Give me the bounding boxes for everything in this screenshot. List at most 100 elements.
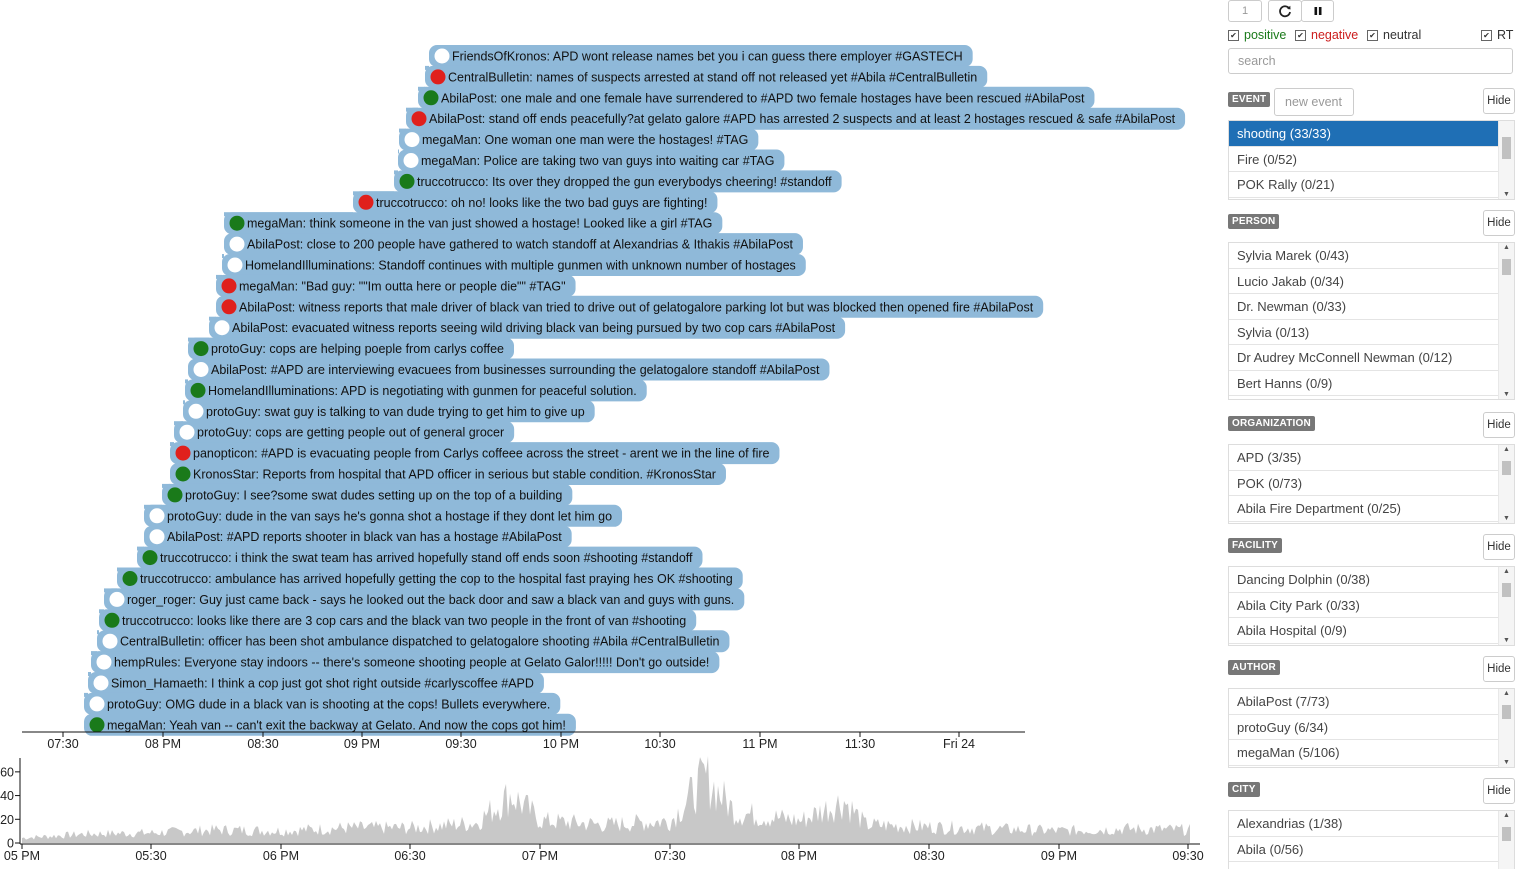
scroll-down-icon[interactable]: ▼ bbox=[1503, 191, 1510, 198]
tweet-bubble[interactable] bbox=[224, 233, 803, 256]
tweet-bubble[interactable] bbox=[188, 337, 514, 360]
scroll-up-icon[interactable]: ▲ bbox=[1503, 244, 1510, 251]
tweet-bubble[interactable] bbox=[353, 191, 718, 214]
tweet-bubble[interactable] bbox=[162, 483, 573, 506]
list-item[interactable]: protoGuy (6/34) bbox=[1229, 715, 1498, 740]
filter-rt[interactable]: ✔ RT bbox=[1481, 28, 1513, 42]
tweet-bubble[interactable] bbox=[216, 274, 576, 297]
organization-scrollbar[interactable]: ▲ ▼ bbox=[1498, 445, 1514, 523]
author-list[interactable]: AbilaPost (7/73) protoGuy (6/34) megaMan… bbox=[1228, 688, 1515, 768]
scrollbar-thumb[interactable] bbox=[1502, 259, 1511, 275]
list-item[interactable]: AbilaPost (7/73) bbox=[1229, 689, 1498, 715]
list-item[interactable]: megaMan (5/106) bbox=[1229, 740, 1498, 766]
facility-list[interactable]: Dancing Dolphin (0/38) Abila City Park (… bbox=[1228, 566, 1515, 646]
checkbox-icon[interactable]: ✔ bbox=[1228, 29, 1239, 41]
city-scrollbar[interactable]: ▲ bbox=[1498, 811, 1514, 869]
list-item[interactable]: Abila Fire Department (0/25) bbox=[1229, 496, 1498, 522]
tweet-bubble[interactable] bbox=[394, 170, 842, 193]
author-scrollbar[interactable]: ▲ ▼ bbox=[1498, 689, 1514, 767]
facility-scrollbar[interactable]: ▲ ▼ bbox=[1498, 567, 1514, 645]
overview-chart[interactable]: 0 20 40 60 05 PM 05:30 06 PM 06:30 07 PM 07:30 08 … bbox=[0, 756, 1204, 863]
tweet-bubble[interactable] bbox=[185, 379, 647, 402]
list-item[interactable]: Abila Hospital (0/9) bbox=[1229, 618, 1498, 644]
tweet-bubble[interactable] bbox=[399, 128, 759, 151]
list-item[interactable]: APD (3/35) bbox=[1229, 445, 1498, 471]
tweet-bubble[interactable] bbox=[117, 567, 743, 590]
list-item[interactable]: Dancing Dolphin (0/38) bbox=[1229, 567, 1498, 593]
tweet-bubble[interactable] bbox=[97, 630, 730, 653]
tweet-bubble[interactable] bbox=[144, 504, 623, 527]
tweet-bubble[interactable] bbox=[99, 609, 697, 632]
author-hide-button[interactable]: Hide bbox=[1483, 656, 1515, 682]
person-hide-button[interactable]: Hide bbox=[1483, 210, 1515, 236]
scrollbar-thumb[interactable] bbox=[1502, 461, 1511, 475]
checkbox-icon[interactable]: ✔ bbox=[1295, 29, 1306, 41]
tweet-bubble[interactable] bbox=[170, 442, 780, 465]
facility-hide-button[interactable]: Hide bbox=[1483, 534, 1515, 560]
scrollbar-thumb[interactable] bbox=[1502, 705, 1511, 719]
refresh-button[interactable] bbox=[1268, 0, 1302, 22]
tweet-bubble[interactable] bbox=[222, 254, 806, 276]
tweet-bubble[interactable] bbox=[104, 588, 745, 611]
page-number-input[interactable]: 1 bbox=[1228, 0, 1262, 22]
tweet-bubble[interactable] bbox=[216, 295, 1044, 318]
checkbox-icon[interactable]: ✔ bbox=[1481, 29, 1492, 41]
tweet-timeline[interactable]: FriendsOfKronos: APD wont release names … bbox=[0, 0, 1210, 869]
list-item[interactable]: POK (0/73) bbox=[1229, 471, 1498, 496]
tweet-bubble[interactable] bbox=[144, 525, 572, 548]
list-item[interactable]: shooting (33/33) bbox=[1229, 121, 1498, 147]
tweet-bubble[interactable] bbox=[398, 149, 785, 172]
filter-neutral[interactable]: ✔ neutral bbox=[1367, 28, 1421, 42]
scroll-down-icon[interactable]: ▼ bbox=[1503, 759, 1510, 766]
list-item[interactable]: Sylvia (0/13) bbox=[1229, 320, 1498, 345]
list-item[interactable]: Fire (0/52) bbox=[1229, 147, 1498, 172]
tweet-bubble[interactable] bbox=[209, 316, 846, 339]
list-item[interactable]: Dr Audrey McConnell Newman (0/12) bbox=[1229, 345, 1498, 371]
new-event-input[interactable]: new event bbox=[1274, 88, 1354, 116]
scrollbar-thumb[interactable] bbox=[1502, 827, 1511, 841]
filter-negative[interactable]: ✔ negative bbox=[1295, 28, 1358, 42]
tweet-bubble[interactable] bbox=[84, 692, 561, 715]
scrollbar-thumb[interactable] bbox=[1502, 583, 1511, 597]
city-hide-button[interactable]: Hide bbox=[1483, 778, 1515, 804]
list-item[interactable]: Abila City Park (0/33) bbox=[1229, 593, 1498, 618]
tweet-bubble[interactable] bbox=[429, 45, 973, 67]
event-hide-button[interactable]: Hide bbox=[1483, 88, 1515, 114]
person-list[interactable]: Sylvia Marek (0/43) Lucio Jakab (0/34) D… bbox=[1228, 242, 1515, 400]
tweet-bubble[interactable] bbox=[174, 421, 515, 444]
scrollbar-thumb[interactable] bbox=[1502, 137, 1511, 159]
list-item[interactable]: Lucio Jakab (0/34) bbox=[1229, 269, 1498, 294]
scroll-down-icon[interactable]: ▼ bbox=[1503, 637, 1510, 644]
organization-list[interactable]: APD (3/35) POK (0/73) Abila Fire Departm… bbox=[1228, 444, 1515, 524]
tweet-bubble[interactable] bbox=[183, 400, 595, 423]
scroll-up-icon[interactable]: ▲ bbox=[1503, 446, 1510, 453]
list-item[interactable]: Abila (0/56) bbox=[1229, 837, 1498, 862]
tweet-bubble[interactable] bbox=[418, 86, 1095, 109]
event-list[interactable]: shooting (33/33) Fire (0/52) POK Rally (… bbox=[1228, 120, 1515, 200]
list-item[interactable]: POK Rally (0/21) bbox=[1229, 172, 1498, 198]
scroll-up-icon[interactable]: ▲ bbox=[1503, 568, 1510, 575]
tweet-bubble[interactable] bbox=[406, 107, 1186, 130]
event-scrollbar[interactable]: ▼ bbox=[1498, 121, 1514, 199]
scroll-down-icon[interactable]: ▼ bbox=[1503, 515, 1510, 522]
search-input[interactable]: search bbox=[1228, 48, 1513, 74]
list-item[interactable]: Dr. Newman (0/33) bbox=[1229, 294, 1498, 320]
list-item[interactable]: Bert Hanns (0/9) bbox=[1229, 371, 1498, 396]
tweet-bubble[interactable] bbox=[137, 546, 703, 569]
tweet-bubble[interactable] bbox=[88, 672, 544, 694]
checkbox-icon[interactable]: ✔ bbox=[1367, 29, 1378, 41]
city-list[interactable]: Alexandrias (1/38) Abila (0/56) ▲ bbox=[1228, 810, 1515, 869]
pause-button[interactable] bbox=[1301, 0, 1334, 22]
tweet-bubble[interactable] bbox=[188, 358, 830, 381]
filter-positive[interactable]: ✔ positive bbox=[1228, 28, 1286, 42]
person-scrollbar[interactable]: ▲ ▼ bbox=[1498, 243, 1514, 399]
tweet-bubble[interactable] bbox=[84, 713, 576, 736]
tweet-bubble[interactable] bbox=[91, 651, 720, 674]
scroll-down-icon[interactable]: ▼ bbox=[1503, 391, 1510, 398]
tweet-bubble[interactable] bbox=[224, 212, 723, 235]
list-item[interactable]: Sylvia Marek (0/43) bbox=[1229, 243, 1498, 269]
tweet-bubble[interactable] bbox=[170, 463, 726, 485]
scroll-up-icon[interactable]: ▲ bbox=[1503, 812, 1510, 819]
tweet-bubble[interactable] bbox=[425, 65, 988, 88]
list-item[interactable]: Alexandrias (1/38) bbox=[1229, 811, 1498, 837]
